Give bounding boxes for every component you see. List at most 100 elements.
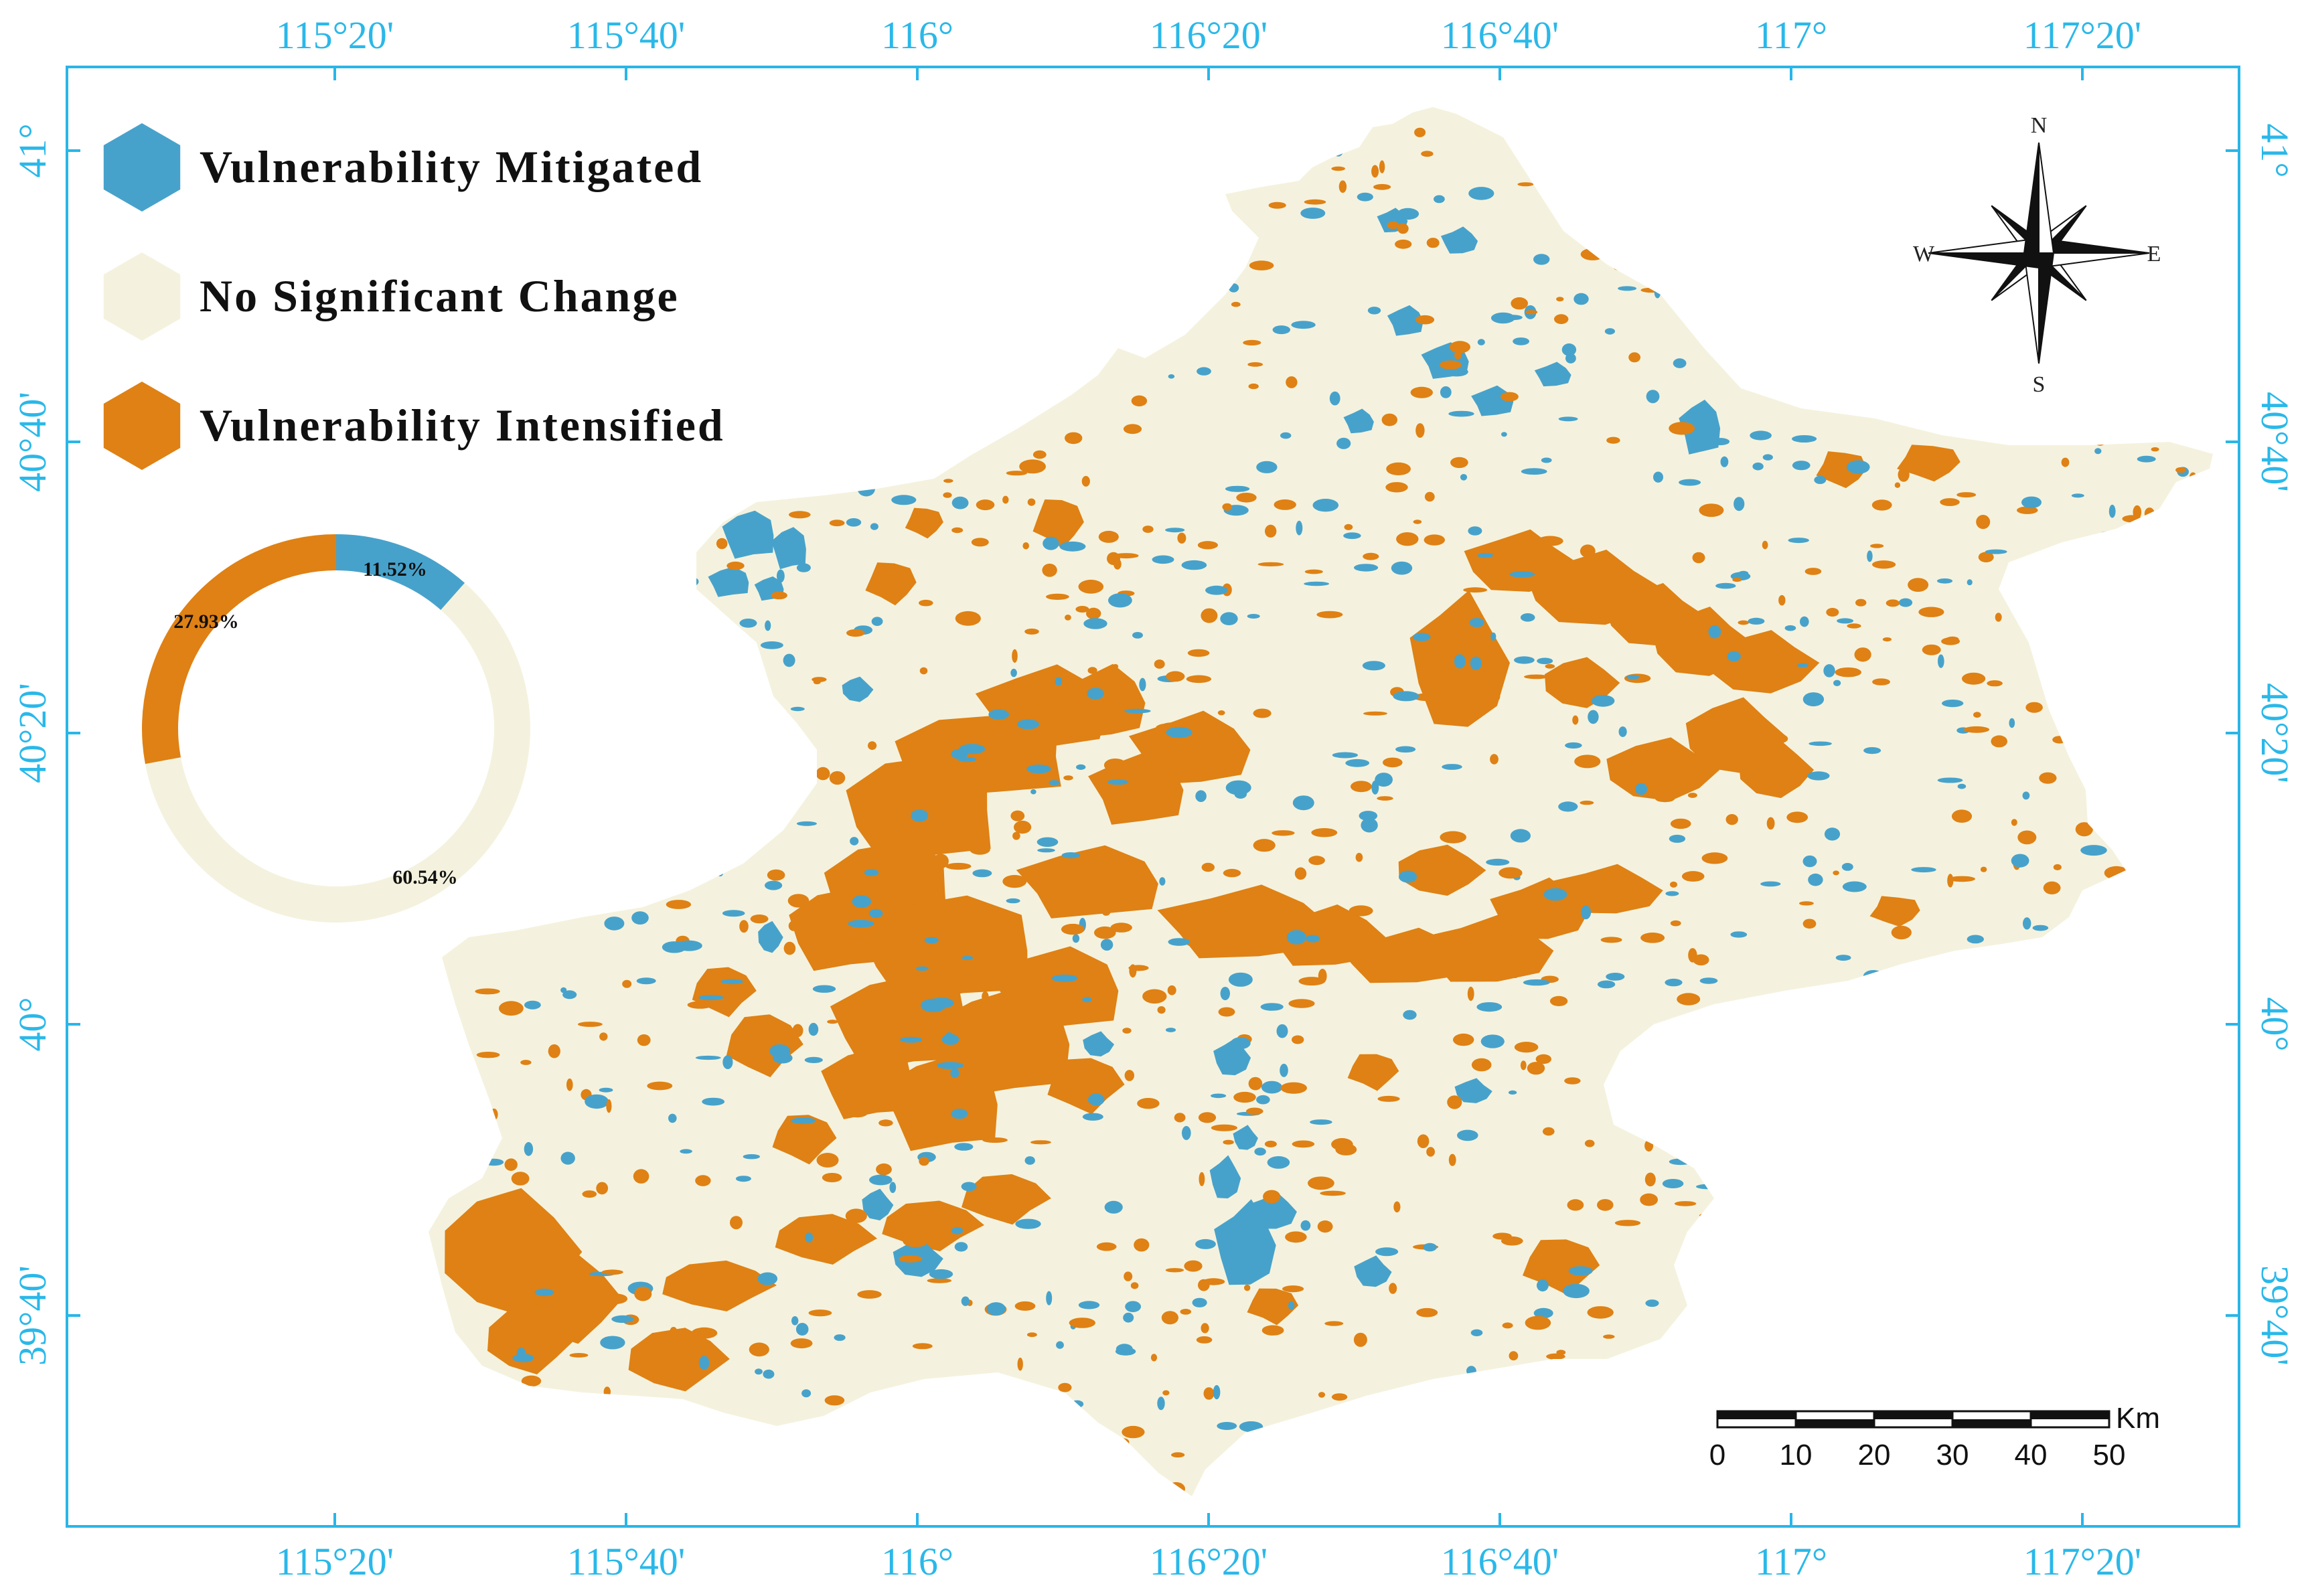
intensified-speckle bbox=[1924, 281, 1940, 293]
mitigated-speckle bbox=[951, 748, 969, 759]
intensified-speckle bbox=[1732, 577, 1742, 582]
intensified-speckle bbox=[1976, 515, 1991, 530]
intensified-speckle bbox=[1065, 363, 1073, 376]
intensified-speckle bbox=[1019, 459, 1046, 474]
mitigated-speckle bbox=[1662, 208, 1682, 215]
compass-ray bbox=[2038, 237, 2150, 254]
mitigated-speckle bbox=[961, 1441, 985, 1456]
intensified-speckle bbox=[1002, 875, 1027, 888]
bottom-tick-label: 117°20' bbox=[2023, 1540, 2142, 1583]
mitigated-speckle bbox=[1520, 613, 1535, 622]
intensified-speckle bbox=[603, 1386, 611, 1397]
intensified-speckle bbox=[717, 1439, 726, 1450]
mitigated-speckle bbox=[1567, 107, 1584, 113]
intensified-speckle bbox=[582, 1190, 597, 1198]
intensified-speckle bbox=[982, 1137, 1008, 1143]
intensified-speckle bbox=[1177, 532, 1186, 544]
mitigated-speckle bbox=[1604, 328, 1615, 335]
intensified-speckle bbox=[1030, 200, 1047, 214]
mitigated-speckle bbox=[1630, 1051, 1638, 1062]
intensified-speckle bbox=[1014, 1301, 1036, 1311]
intensified-speckle bbox=[1454, 351, 1462, 360]
mitigated-speckle bbox=[1165, 1028, 1176, 1032]
mitigated-speckle bbox=[1889, 114, 1898, 126]
intensified-speckle bbox=[2178, 210, 2192, 216]
intensified-speckle bbox=[1103, 759, 1127, 772]
mitigated-speckle bbox=[528, 790, 534, 803]
intensified-speckle bbox=[1614, 1220, 1641, 1226]
mitigated-speckle bbox=[2165, 420, 2185, 428]
mitigated-speckle bbox=[1468, 187, 1494, 200]
intensified-speckle bbox=[1094, 926, 1116, 939]
intensified-speckle bbox=[1198, 1112, 1217, 1123]
mitigated-speckle bbox=[518, 1412, 542, 1424]
intensified-patch bbox=[1247, 1288, 1299, 1326]
intensified-speckle bbox=[1243, 339, 1261, 345]
intensified-speckle bbox=[1799, 901, 1814, 906]
mitigated-speckle bbox=[857, 482, 875, 497]
donut-slice bbox=[336, 534, 465, 611]
intensified-speckle bbox=[1069, 1318, 1096, 1328]
mitigated-speckle bbox=[1354, 564, 1379, 572]
mitigated-speckle bbox=[1837, 618, 1854, 624]
mitigated-speckle bbox=[1024, 1156, 1035, 1165]
mitigated-speckle bbox=[1181, 560, 1207, 570]
intensified-speckle bbox=[2166, 1190, 2191, 1204]
mitigated-speckle bbox=[1957, 783, 1967, 789]
mitigated-speckle bbox=[2005, 364, 2026, 371]
intensified-speckle bbox=[723, 792, 741, 805]
intensified-speckle bbox=[1244, 1284, 1251, 1291]
intensified-speckle bbox=[1606, 436, 1620, 444]
mitigated-speckle bbox=[1588, 710, 1599, 724]
mitigated-speckle bbox=[1565, 742, 1582, 749]
compass-ray bbox=[2038, 142, 2055, 254]
mitigated-speckle bbox=[951, 1109, 968, 1119]
intensified-speckle bbox=[1186, 675, 1212, 684]
intensified-speckle bbox=[1311, 828, 1338, 837]
intensified-speckle bbox=[891, 971, 907, 983]
intensified-speckle bbox=[2170, 601, 2187, 607]
intensified-speckle bbox=[1517, 182, 1534, 187]
mitigated-speckle bbox=[916, 966, 929, 971]
mitigated-speckle bbox=[1568, 1266, 1593, 1276]
intensified-speckle bbox=[1867, 1481, 1877, 1489]
top-tick-label: 116°20' bbox=[1150, 13, 1268, 57]
scale-segment-fill bbox=[2031, 1411, 2109, 1419]
mitigated-speckle bbox=[1477, 552, 1493, 558]
intensified-speckle bbox=[1071, 1080, 1079, 1095]
mitigated-speckle bbox=[1673, 358, 1687, 368]
intensified-speckle bbox=[556, 383, 570, 394]
intensified-speckle bbox=[459, 1225, 477, 1241]
mitigated-speckle bbox=[680, 1149, 692, 1154]
mitigated-speckle bbox=[2198, 899, 2213, 908]
intensified-speckle bbox=[1193, 287, 1211, 295]
intensified-patch bbox=[1016, 845, 1158, 919]
intensified-speckle bbox=[1426, 238, 1440, 248]
bottom-tick-label: 115°20' bbox=[276, 1540, 394, 1583]
mitigated-speckle bbox=[1357, 192, 1373, 202]
intensified-speckle bbox=[467, 739, 474, 748]
intensified-speckle bbox=[1644, 1139, 1654, 1152]
intensified-speckle bbox=[1316, 611, 1343, 619]
intensified-speckle bbox=[1046, 593, 1069, 601]
mitigated-speckle bbox=[773, 1052, 793, 1064]
mitigated-speckle bbox=[1071, 1400, 1084, 1408]
intensified-speckle bbox=[739, 404, 766, 416]
mitigated-speckle bbox=[1395, 746, 1416, 753]
mitigated-speckle bbox=[2080, 845, 2107, 856]
mitigated-speckle bbox=[2022, 791, 2030, 800]
mitigated-speckle bbox=[2094, 448, 2102, 455]
mitigated-speckle bbox=[477, 1372, 496, 1380]
intensified-speckle bbox=[2111, 782, 2133, 787]
mitigated-speckle bbox=[869, 908, 883, 918]
mitigated-speckle bbox=[1361, 817, 1378, 833]
mitigated-speckle bbox=[2065, 1239, 2074, 1247]
mitigated-speckle bbox=[1543, 888, 1567, 901]
top-tick-label: 115°20' bbox=[276, 13, 394, 57]
mitigated-speckle bbox=[2137, 455, 2156, 463]
intensified-speckle bbox=[1781, 1427, 1807, 1435]
intensified-speckle bbox=[1732, 136, 1757, 149]
intensified-speckle bbox=[1292, 1035, 1304, 1044]
mitigated-speckle bbox=[1261, 1081, 1283, 1094]
intensified-speckle bbox=[1142, 989, 1167, 1004]
